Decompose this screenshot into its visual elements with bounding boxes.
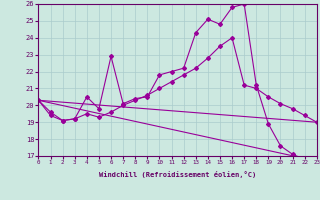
X-axis label: Windchill (Refroidissement éolien,°C): Windchill (Refroidissement éolien,°C) xyxy=(99,171,256,178)
